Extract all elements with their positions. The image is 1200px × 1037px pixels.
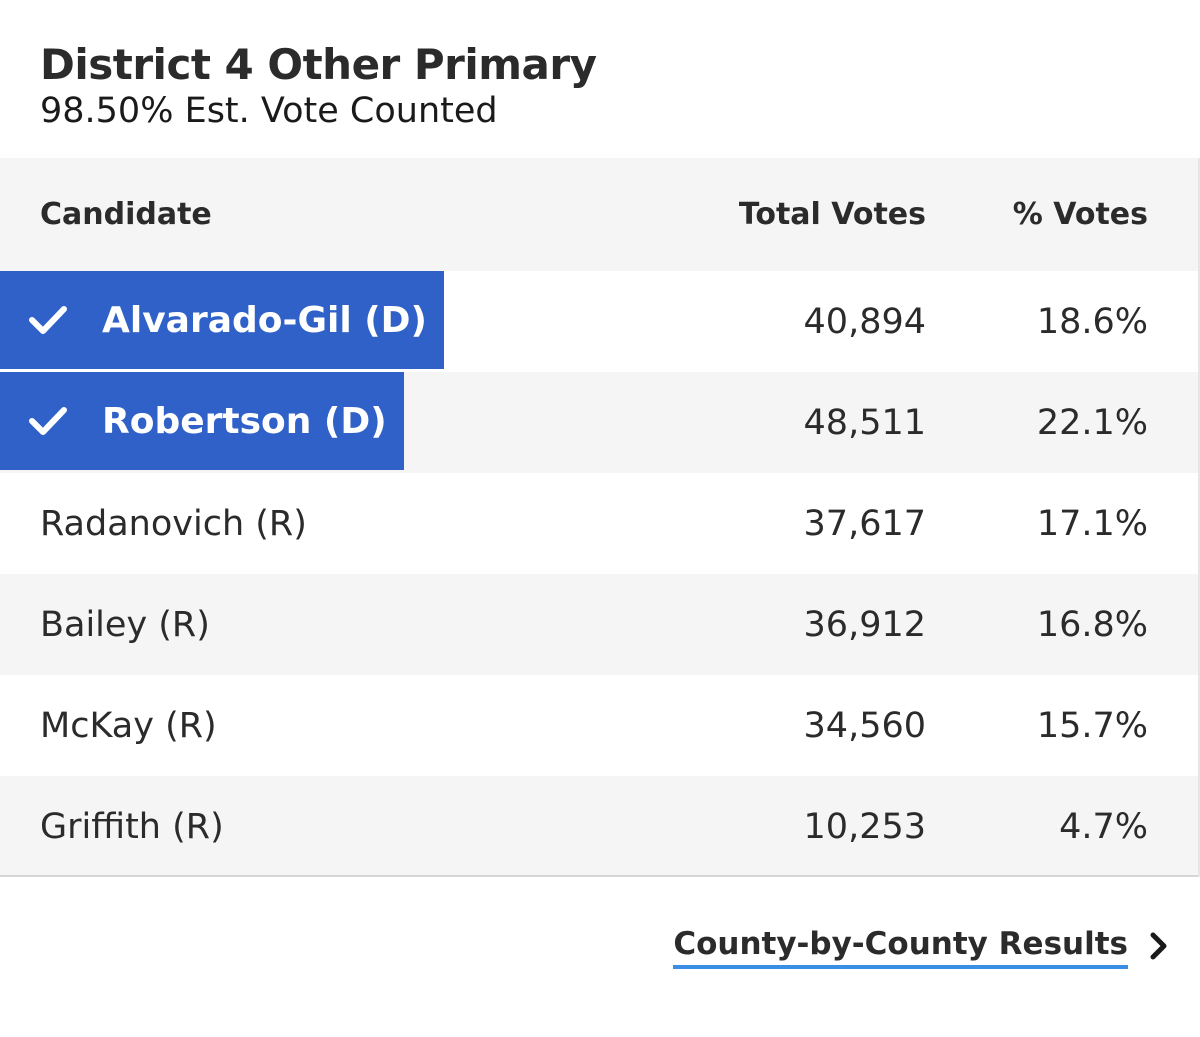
total-votes: 40,894 — [803, 301, 926, 342]
checkmark-icon — [28, 300, 68, 340]
candidate-name: McKay (R) — [40, 705, 217, 746]
winner-badge: Alvarado-Gil (D) — [0, 271, 444, 369]
table-row: Radanovich (R) 37,617 17.1% — [0, 473, 1198, 574]
percent-votes: 15.7% — [1036, 705, 1148, 746]
results-header: District 4 Other Primary 98.50% Est. Vot… — [40, 40, 597, 132]
checkmark-icon — [28, 401, 68, 441]
chevron-right-icon[interactable] — [1148, 930, 1170, 962]
total-votes: 48,511 — [803, 402, 926, 443]
total-votes: 34,560 — [803, 705, 926, 746]
results-table: Candidate Total Votes % Votes Alvarado-G… — [0, 158, 1198, 877]
county-results-link[interactable]: County-by-County Results — [673, 925, 1128, 969]
total-votes: 36,912 — [803, 604, 926, 645]
table-row: McKay (R) 34,560 15.7% — [0, 675, 1198, 776]
table-row: Robertson (D) 48,511 22.1% — [0, 372, 1198, 473]
total-votes: 37,617 — [803, 503, 926, 544]
candidate-name: Radanovich (R) — [40, 503, 307, 544]
vote-counted-status: 98.50% Est. Vote Counted — [40, 91, 498, 131]
table-row: Alvarado-Gil (D) 40,894 18.6% — [0, 271, 1198, 372]
table-row: Bailey (R) 36,912 16.8% — [0, 574, 1198, 675]
column-header-total-votes: Total Votes — [738, 197, 926, 232]
table-divider — [0, 875, 1198, 877]
table-right-border — [1198, 158, 1200, 877]
percent-votes: 22.1% — [1036, 402, 1148, 443]
percent-votes: 18.6% — [1036, 301, 1148, 342]
column-header-percent-votes: % Votes — [1012, 197, 1148, 232]
percent-votes: 4.7% — [1059, 806, 1148, 847]
table-header-row: Candidate Total Votes % Votes — [0, 158, 1198, 271]
candidate-name: Bailey (R) — [40, 604, 210, 645]
race-title: District 4 Other Primary — [40, 40, 597, 89]
percent-votes: 17.1% — [1036, 503, 1148, 544]
column-header-candidate: Candidate — [40, 197, 212, 232]
candidate-name: Alvarado-Gil (D) — [102, 299, 428, 341]
table-row: Griffith (R) 10,253 4.7% — [0, 776, 1198, 877]
winner-badge: Robertson (D) — [0, 372, 404, 470]
total-votes: 10,253 — [803, 806, 926, 847]
candidate-name: Robertson (D) — [102, 400, 387, 442]
candidate-name: Griffith (R) — [40, 806, 224, 847]
percent-votes: 16.8% — [1036, 604, 1148, 645]
